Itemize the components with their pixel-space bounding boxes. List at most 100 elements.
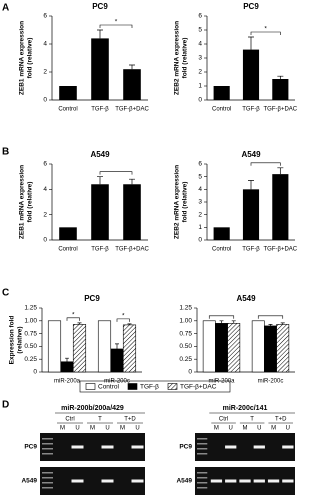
x-tick-label: Control (58, 107, 77, 113)
gel-ladder-band (197, 438, 208, 440)
chart-title: PC9 (243, 2, 259, 11)
y-tick-label: 2 (43, 211, 47, 218)
gel-ladder-band (42, 443, 53, 445)
gel-ladder-band (42, 438, 53, 440)
gel-title: miR-200b/200a/429 (61, 405, 124, 412)
gel-ladder-band (197, 482, 208, 484)
y-tick-label: 0 (198, 237, 202, 244)
legend-swatch (85, 383, 96, 390)
gel-lane-label: M (214, 426, 219, 432)
gel-band (210, 479, 223, 483)
bar (59, 227, 77, 240)
gel-ladder-band (197, 487, 208, 489)
y-tick-label: 1.25 (179, 305, 192, 312)
x-tick-label: TGF-β (242, 247, 260, 253)
error-bar (127, 323, 132, 325)
error-bar (231, 320, 236, 324)
chart-title: A549 (241, 150, 261, 159)
bar (242, 189, 260, 240)
error-bar (219, 320, 224, 324)
y-tick-label: 0.50 (179, 343, 192, 350)
y-tick-label: 0.25 (179, 356, 192, 363)
y-tick-label: 0.75 (24, 330, 37, 337)
bar (110, 348, 124, 373)
significance-bracket (250, 31, 281, 35)
bar (72, 324, 87, 373)
legend-swatch (127, 383, 138, 390)
bar (272, 174, 289, 240)
bar (213, 227, 230, 240)
gel-band (253, 445, 265, 449)
y-axis-label: fold (relative) (27, 38, 34, 79)
y-tick-label: 2 (198, 211, 202, 218)
panel-label: B (2, 147, 9, 158)
gel-group-label: Ctrl (219, 417, 228, 423)
panel-label: C (2, 288, 9, 299)
x-tick-label: TGF-β+DAC (115, 107, 149, 113)
bar (272, 79, 289, 100)
gel-band (131, 479, 144, 483)
panel-label: D (2, 400, 9, 411)
y-tick-label: 4 (43, 186, 47, 193)
gel-row-label: A549 (21, 478, 37, 485)
y-axis-label: ZEB1 mRNA expression (19, 21, 26, 95)
bar (215, 323, 228, 373)
y-tick-label: 4 (198, 186, 202, 193)
y-tick-label: 1.25 (24, 305, 37, 312)
y-tick-label: 4 (198, 41, 202, 48)
y-tick-label: 0.25 (24, 356, 37, 363)
gel-band (282, 479, 294, 483)
y-tick-label: 0.75 (179, 330, 192, 337)
legend-label: Control (98, 384, 120, 391)
bar (276, 324, 290, 373)
error-bar (77, 322, 82, 325)
significance-bracket (99, 171, 133, 175)
bar (59, 86, 77, 100)
error-bar (129, 64, 135, 70)
y-tick-label: 3 (198, 199, 202, 206)
gel-ladder-band (197, 477, 208, 479)
y-tick-label: 6 (198, 13, 202, 20)
y-tick-label: 5 (198, 173, 202, 180)
y-tick-label: 0 (188, 369, 192, 376)
gel-ladder-band (42, 472, 53, 474)
x-tick-label: miR-200c (258, 379, 284, 385)
y-axis-label: fold (relative) (27, 182, 34, 223)
gel-lane-label: U (105, 426, 109, 432)
gel-band (101, 479, 114, 483)
gel-band (71, 479, 84, 483)
legend-box (79, 380, 231, 393)
y-tick-label: 6 (43, 161, 47, 168)
bar (97, 320, 112, 373)
error-bar (277, 167, 284, 175)
error-bar (248, 36, 254, 50)
y-tick-label: 1.00 (24, 318, 37, 325)
y-tick-label: 1 (198, 83, 202, 90)
legend-label: TGF-β+DAC (180, 384, 217, 391)
x-tick-label: TGF-β+DAC (115, 247, 149, 253)
y-tick-label: 6 (198, 161, 202, 168)
bar (123, 69, 141, 100)
y-axis-label: ZEB1 mRNA expression (19, 165, 26, 239)
x-tick-label: TGF-β (242, 107, 260, 113)
gel-image (40, 467, 145, 495)
gel-lane-label: U (257, 426, 261, 432)
gel-ladder-band (197, 453, 208, 455)
y-tick-label: 3 (198, 55, 202, 62)
chart-title: A549 (90, 150, 110, 159)
gel-ladder-band (42, 477, 53, 479)
x-tick-label: TGF-β+DAC (264, 247, 298, 253)
significance-bracket (250, 162, 281, 166)
bar (122, 324, 137, 373)
gel-band (225, 445, 237, 449)
significance-bracket (99, 24, 133, 28)
x-tick-label: miR-200a (208, 379, 235, 385)
x-tick-label: TGF-β (91, 107, 109, 113)
significance-bracket (208, 315, 235, 319)
gel-ladder-band (197, 448, 208, 450)
legend-swatch (167, 383, 178, 390)
gel-group-label: Ctrl (65, 417, 74, 423)
gel-band (267, 479, 280, 483)
gel-band (282, 445, 294, 449)
